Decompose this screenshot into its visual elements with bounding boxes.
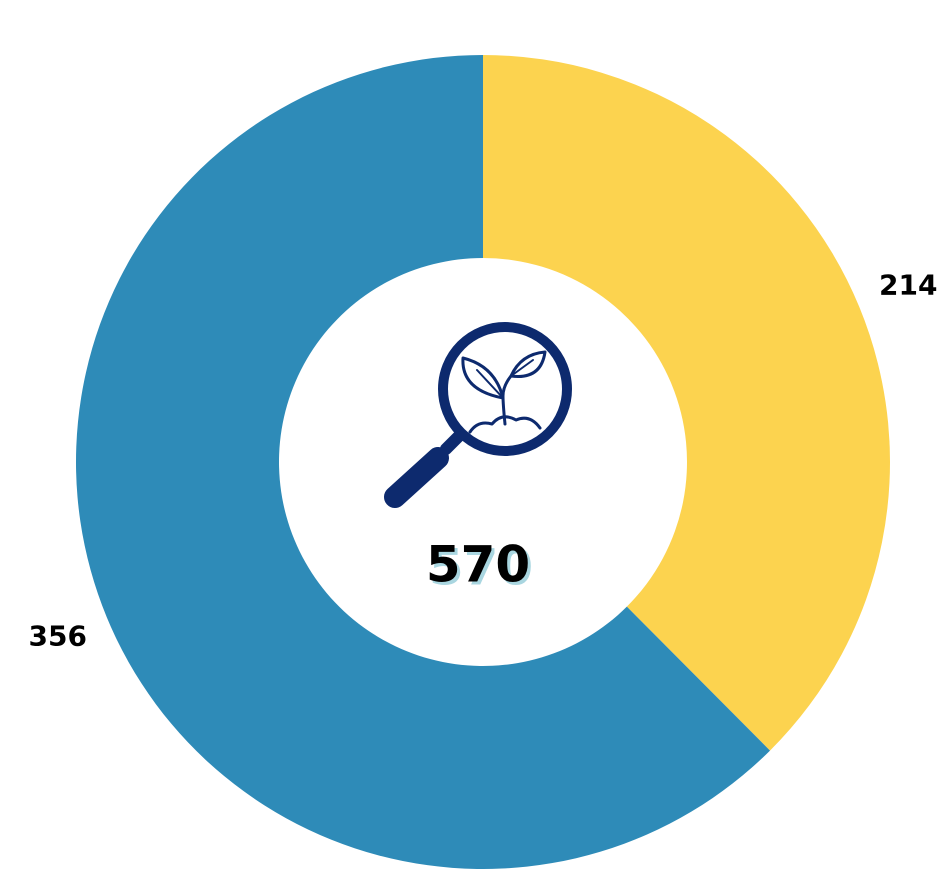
value-label: 356	[29, 619, 87, 652]
total-shadow: 570	[429, 539, 533, 597]
slices	[75, 55, 890, 869]
donut-slice	[75, 55, 770, 869]
donut-slice	[483, 55, 890, 751]
total-label: 570	[426, 536, 530, 594]
value-label: 214	[879, 269, 937, 302]
center-icon	[384, 322, 572, 508]
